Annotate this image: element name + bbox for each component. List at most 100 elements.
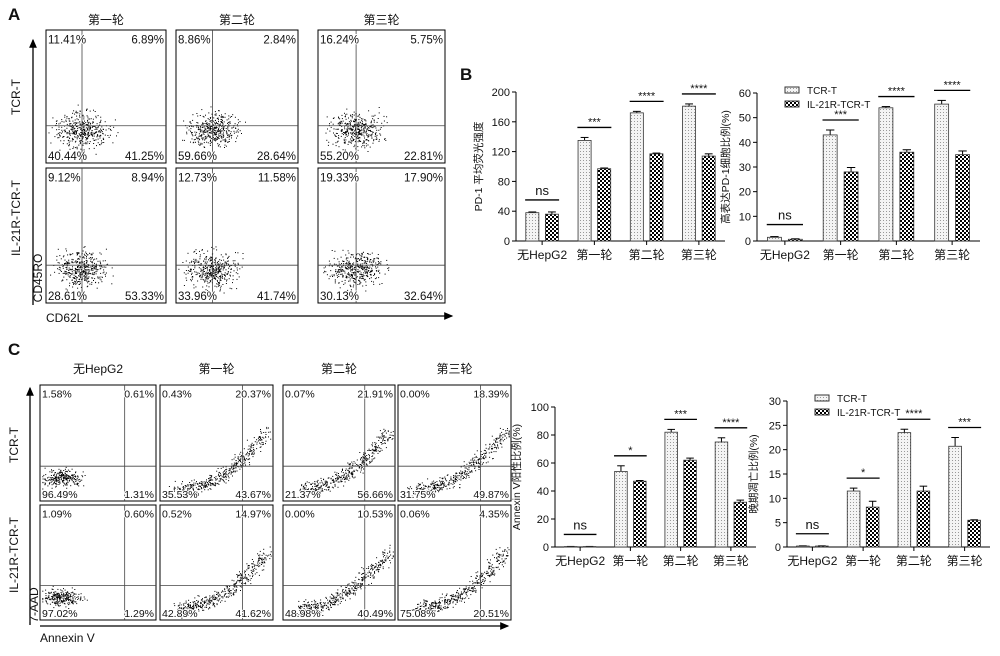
scatter-point [234,464,235,465]
scatter-point [349,275,350,276]
scatter-point [103,142,104,143]
scatter-point [442,489,443,490]
scatter-point [178,269,179,270]
scatter-point [74,131,75,132]
scatter-point [335,484,336,485]
scatter-point [210,485,211,486]
scatter-point [86,124,87,125]
scatter-point [369,278,370,279]
scatter-point [457,477,458,478]
scatter-point [250,583,251,584]
scatter-point [74,270,75,271]
scatter-point [66,479,67,480]
scatter-point [366,263,367,264]
scatter-point [103,139,104,140]
scatter-point [336,271,337,272]
scatter-point [446,486,447,487]
scatter-point [505,436,506,437]
scatter-point [80,266,81,267]
scatter-point [238,457,239,458]
scatter-point [259,557,260,558]
scatter-point [56,123,57,124]
scatter-point [215,262,216,263]
scatter-point [192,276,193,277]
scatter-point [209,480,210,481]
scatter-point [191,261,192,262]
scatter-point [237,273,238,274]
scatter-point [506,438,507,439]
scatter-point [466,464,467,465]
scatter-point [59,129,60,130]
scatter-point [106,249,107,250]
scatter-point [57,604,58,605]
scatter-point [342,115,343,116]
scatter-point [225,117,226,118]
scatter-point [362,134,363,135]
scatter-point [369,262,370,263]
scatter-point [95,282,96,283]
scatter-point [230,133,231,134]
scatter-point [206,600,207,601]
scatter-point [186,132,187,133]
scatter-point [465,474,466,475]
scatter-point [330,597,331,598]
scatter-point [202,273,203,274]
scatter-point [353,286,354,287]
scatter-point [78,596,79,597]
scatter-point [221,600,222,601]
scatter-point [217,604,218,605]
scatter-point [59,601,60,602]
scatter-point [53,478,54,479]
scatter-point [306,485,307,486]
scatter-point [219,472,220,473]
scatter-point [190,486,191,487]
scatter-point [236,587,237,588]
scatter-point [253,454,254,455]
scatter-point [258,564,259,565]
scatter-point [95,116,96,117]
scatter-point [229,134,230,135]
scatter-point [223,128,224,129]
scatter-point [202,604,203,605]
scatter-point [335,136,336,137]
scatter-point [330,276,331,277]
scatter-point [202,274,203,275]
scatter-point [70,478,71,479]
scatter-point [468,473,469,474]
scatter-point [240,121,241,122]
scatter-point [371,275,372,276]
scatter-point [195,260,196,261]
scatter-point [378,453,379,454]
scatter-point [66,273,67,274]
scatter-point [362,119,363,120]
scatter-point [367,128,368,129]
scatter-point [87,133,88,134]
scatter-point [192,273,193,274]
scatter-point [206,259,207,260]
scatter-point [222,596,223,597]
scatter-point [96,131,97,132]
scatter-point [367,459,368,460]
scatter-point [345,478,346,479]
scatter-point [461,476,462,477]
scatter-point [352,588,353,589]
scatter-point [66,482,67,483]
scatter-point [248,581,249,582]
scatter-point [72,127,73,128]
scatter-point [361,567,362,568]
scatter-point [107,264,108,265]
scatter-point [256,444,257,445]
scatter-point [79,133,80,134]
scatter-point [72,266,73,267]
scatter-point [441,485,442,486]
scatter-point [354,131,355,132]
scatter-point [203,123,204,124]
scatter-point [343,592,344,593]
scatter-point [362,278,363,279]
scatter-point [195,142,196,143]
scatter-point [86,138,87,139]
scatter-point [210,257,211,258]
scatter-point [380,442,381,443]
scatter-point [427,478,428,479]
scatter-point [393,431,394,432]
